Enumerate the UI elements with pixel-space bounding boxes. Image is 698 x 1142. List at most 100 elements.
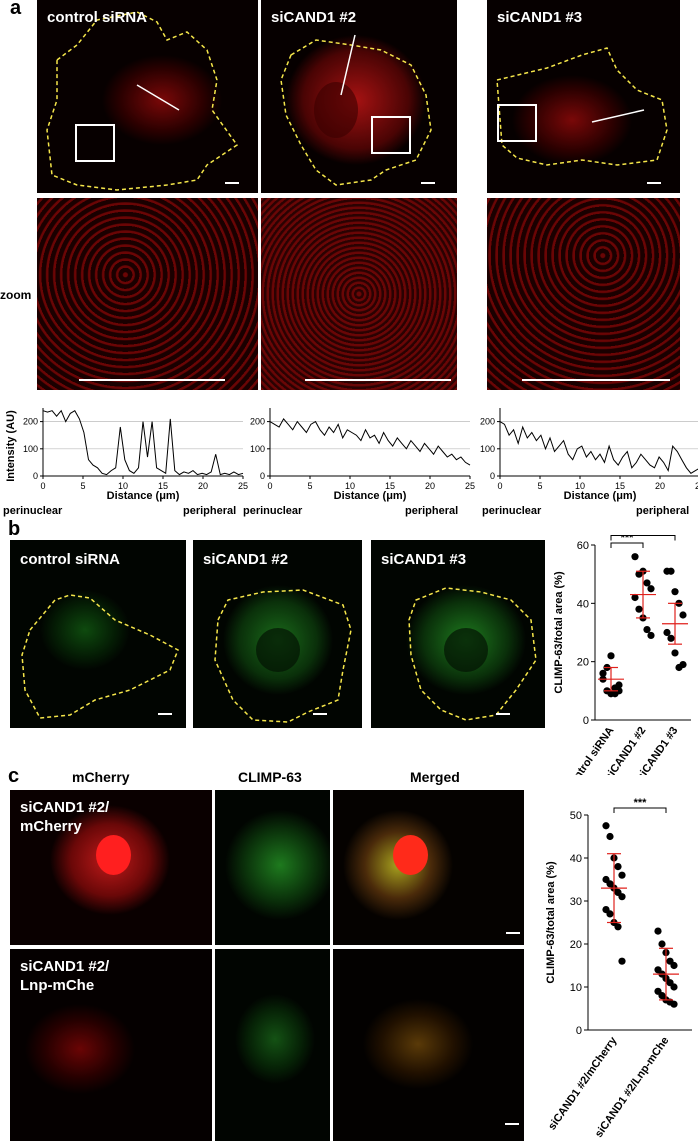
x-tick-label: 0: [40, 481, 45, 491]
data-point: [615, 681, 623, 689]
column-header-mcherry: mCherry: [72, 769, 130, 785]
data-point: [647, 585, 655, 593]
profile-y-axis-label: Intensity (AU): [5, 410, 17, 482]
data-point: [667, 567, 675, 575]
data-point: [602, 822, 610, 830]
perinuclear-label: perinuclear: [3, 505, 63, 517]
column-header-merged: Merged: [410, 769, 460, 785]
profile-line: [499, 421, 698, 474]
y-tick-label: 0: [576, 1025, 582, 1037]
significance-bracket: [610, 542, 644, 548]
condition-label: control siRNA: [47, 9, 148, 26]
column-header-climp63: CLIMP-63: [238, 769, 302, 785]
data-point: [667, 634, 675, 642]
data-point: [663, 628, 671, 637]
data-point: [614, 923, 622, 931]
y-axis-label: CLIMP-63/total area (%): [545, 861, 557, 984]
data-point: [615, 687, 623, 695]
image-c-merged-row2: [333, 949, 524, 1141]
x-tick-label: 20: [198, 481, 208, 491]
data-point: [631, 553, 639, 561]
data-point: [671, 649, 679, 657]
peripheral-label: peripheral: [636, 505, 690, 517]
perinuclear-label: perinuclear: [482, 505, 542, 517]
image-c-mcherry-row1: siCAND1 #2/ mCherry: [10, 790, 212, 945]
image-b-control: control siRNA: [10, 540, 186, 728]
scale-bar: [421, 182, 435, 184]
data-point: [670, 961, 678, 970]
x-tick-label: 25: [695, 481, 698, 491]
x-tick-label: 15: [385, 481, 395, 491]
nucleus: [96, 835, 131, 875]
data-point: [679, 660, 687, 669]
zoom-region-box: [497, 104, 537, 142]
data-point: [606, 832, 614, 841]
scale-bar: [79, 379, 225, 381]
data-point: [599, 669, 607, 677]
profile-plot-sicand1-2: 0 100 200 0 5 10 15 20 25 Distance (μm): [250, 408, 475, 502]
x-tick-label: 0: [267, 481, 272, 491]
y-tick-label: 0: [583, 715, 589, 727]
data-point: [635, 605, 643, 613]
scale-bar: [496, 713, 510, 715]
x-tick-label: 25: [238, 481, 248, 491]
x-tick-label: 0: [497, 481, 502, 491]
data-point: [671, 588, 679, 596]
y-tick-label: 200: [23, 417, 38, 427]
data-point: [670, 1000, 678, 1008]
x-tick-label: 5: [307, 481, 312, 491]
data-point: [606, 910, 614, 918]
zoom-region-box: [75, 124, 115, 162]
y-tick-label: 20: [577, 657, 589, 669]
data-point: [658, 940, 666, 948]
image-b-sicand1-3: siCAND1 #3: [371, 540, 545, 728]
x-axis-label: Distance (μm): [334, 490, 407, 502]
data-point: [643, 625, 651, 634]
y-tick-label: 200: [250, 417, 265, 427]
y-tick-label: 100: [480, 444, 495, 454]
significance-stars: ***: [621, 535, 635, 544]
data-point: [654, 927, 662, 935]
data-point: [679, 611, 687, 619]
perinuclear-label: perinuclear: [243, 505, 303, 517]
condition-label: siCAND1 #2: [271, 9, 357, 26]
x-tick-label: 15: [615, 481, 625, 491]
x-tick-label: 10: [575, 481, 585, 491]
zoom-row-label: zoom: [0, 288, 32, 302]
panel-letter-b: b: [8, 518, 21, 540]
x-tick-label: 10: [118, 481, 128, 491]
image-a-control-cell: control siRNA: [37, 0, 258, 193]
x-tick-label: 15: [158, 481, 168, 491]
y-tick-label: 50: [570, 810, 582, 822]
y-tick-label: 40: [577, 598, 589, 610]
scale-bar: [158, 713, 172, 715]
data-point: [618, 957, 626, 965]
y-tick-label: 100: [23, 444, 38, 454]
image-a-sicand1-2-cell: siCAND1 #2: [261, 0, 457, 193]
data-point: [618, 893, 626, 901]
image-a-sicand1-2-zoom: [261, 198, 457, 390]
zoom-region-box: [371, 116, 411, 154]
x-tick-label: 10: [345, 481, 355, 491]
significance-stars: ***: [637, 535, 651, 537]
scale-bar: [505, 1123, 519, 1125]
data-point: [631, 593, 639, 602]
data-point: [647, 631, 655, 640]
x-tick-label: 20: [425, 481, 435, 491]
data-point: [607, 652, 615, 660]
y-tick-label: 200: [480, 417, 495, 427]
image-a-control-zoom: [37, 198, 258, 390]
y-tick-label: 40: [570, 853, 582, 865]
y-tick-label: 30: [570, 896, 582, 908]
panel-letter-a: a: [10, 0, 22, 19]
image-c-climp63-row1: [215, 790, 330, 945]
data-point: [670, 983, 678, 991]
x-tick-label: 25: [465, 481, 475, 491]
significance-bracket: [610, 535, 676, 541]
data-point: [643, 579, 651, 587]
y-tick-label: 100: [250, 444, 265, 454]
scale-bar: [313, 713, 327, 715]
image-c-mcherry-row2: siCAND1 #2/ Lnp-mChe: [10, 949, 212, 1141]
